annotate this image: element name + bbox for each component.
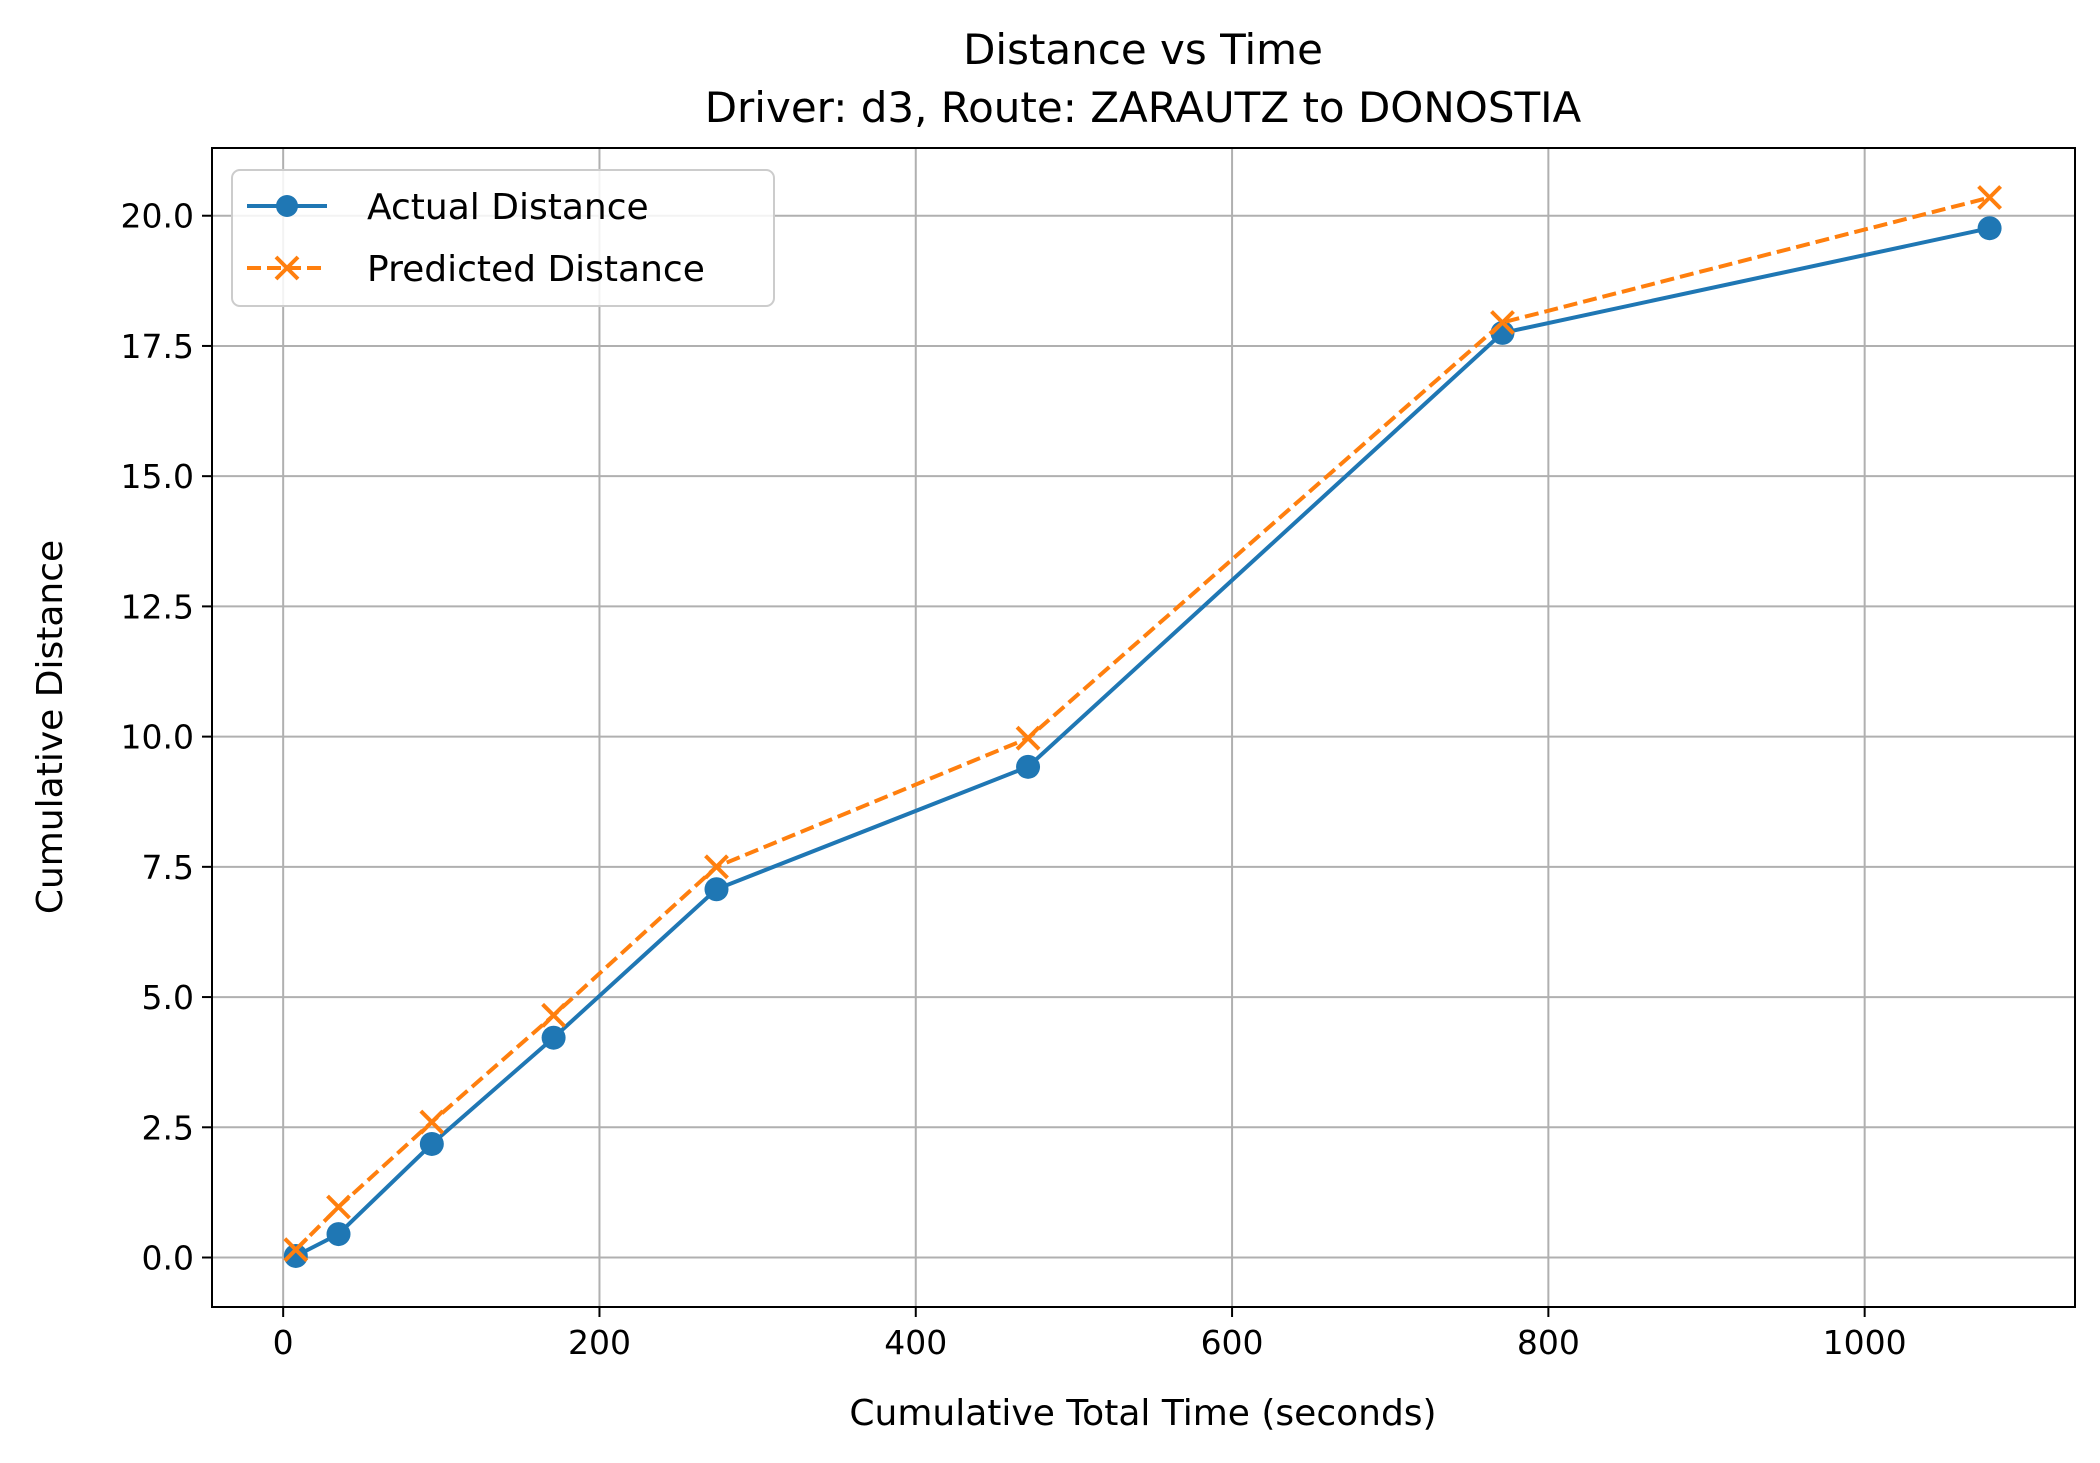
- y-tick-label: 2.5: [142, 1108, 194, 1147]
- data-point-predicted: [541, 1002, 567, 1028]
- series-layer: [283, 185, 2003, 1268]
- x-tick-label: 1000: [1823, 1323, 1907, 1362]
- grid-lines: [212, 148, 2075, 1307]
- series-line-predicted: [294, 195, 1991, 1252]
- y-tick-label: 5.0: [142, 978, 194, 1017]
- legend-marker-predicted: [274, 255, 300, 281]
- data-point-actual: [283, 1243, 308, 1268]
- y-axis-label: Cumulative Distance: [30, 540, 71, 914]
- x-tick-label: 800: [1517, 1323, 1580, 1362]
- legend: Actual Distance Predicted Distance: [231, 169, 775, 307]
- data-point-actual: [1016, 754, 1041, 779]
- x-tick-label: 0: [273, 1323, 294, 1362]
- legend-box: [231, 169, 775, 307]
- data-point-predicted: [1490, 310, 1515, 335]
- y-tick-label: 0.0: [142, 1239, 194, 1278]
- data-point-actual: [704, 877, 729, 902]
- chart-subtitle: Driver: d3, Route: ZARAUTZ to DONOSTIA: [705, 83, 1582, 132]
- y-tick-label: 7.5: [142, 848, 194, 887]
- x-tick-label: 200: [568, 1323, 631, 1362]
- y-tick-label: 15.0: [121, 457, 194, 496]
- legend-entry-actual: Actual Distance: [247, 187, 649, 228]
- y-tick-label: 20.0: [121, 197, 194, 236]
- data-point-predicted: [1015, 725, 1041, 751]
- data-point-actual: [326, 1222, 351, 1247]
- y-tick-label: 17.5: [121, 327, 194, 366]
- chart-title: Distance vs Time: [963, 25, 1323, 74]
- legend-entry-predicted: Predicted Distance: [247, 249, 705, 290]
- legend-label-predicted: Predicted Distance: [367, 249, 705, 290]
- data-point-predicted: [283, 1237, 309, 1263]
- data-point-predicted: [1977, 185, 2003, 210]
- plot-frame: [211, 147, 2076, 1308]
- data-point-actual: [1977, 216, 2002, 241]
- axis-ticks: 0 200 400 600 800 1000 0.0 2.5 5.0 7.5 10.0 12.5 15.…: [121, 197, 1907, 1362]
- series-line-actual: [294, 226, 1991, 1258]
- data-point-actual: [541, 1025, 566, 1050]
- data-point-predicted: [326, 1194, 351, 1220]
- legend-label-actual: Actual Distance: [367, 187, 649, 228]
- x-tick-label: 400: [884, 1323, 947, 1362]
- data-point-predicted: [704, 854, 729, 880]
- data-point-predicted: [419, 1109, 445, 1135]
- x-axis-label: Cumulative Total Time (seconds): [849, 1393, 1436, 1434]
- data-point-actual: [419, 1131, 444, 1156]
- legend-marker-actual: [276, 195, 298, 217]
- x-tick-label: 600: [1201, 1323, 1264, 1362]
- y-tick-label: 10.0: [121, 718, 194, 757]
- y-tick-label: 12.5: [121, 587, 194, 626]
